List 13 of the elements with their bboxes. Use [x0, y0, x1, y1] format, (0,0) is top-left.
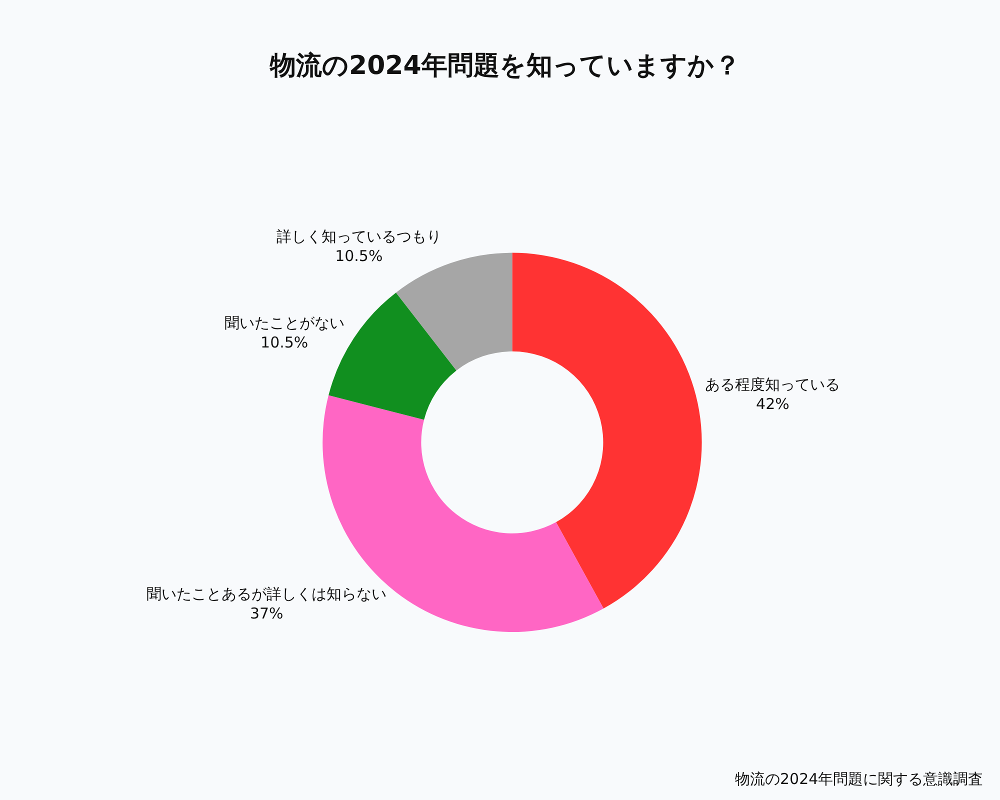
data-label: 37%: [250, 604, 284, 623]
data-label: 10.5%: [335, 246, 383, 265]
slice-label: ある程度知っている: [705, 375, 840, 394]
data-label: 10.5%: [260, 333, 308, 352]
donut-slice: [396, 252, 512, 370]
data-label: 42%: [756, 394, 790, 413]
slice-label: 聞いたことあるが詳しくは知らない: [146, 585, 387, 604]
donut-slice: [328, 292, 456, 420]
donut-slice: [512, 252, 702, 609]
text: 物流の2024年問題に関する意識調査: [735, 770, 984, 788]
slice-label: 詳しく知っているつもり: [276, 227, 442, 246]
slice-label: 聞いたことがない: [224, 314, 344, 332]
chart-title: 物流の2024年問題を知っていますか？: [269, 51, 740, 82]
